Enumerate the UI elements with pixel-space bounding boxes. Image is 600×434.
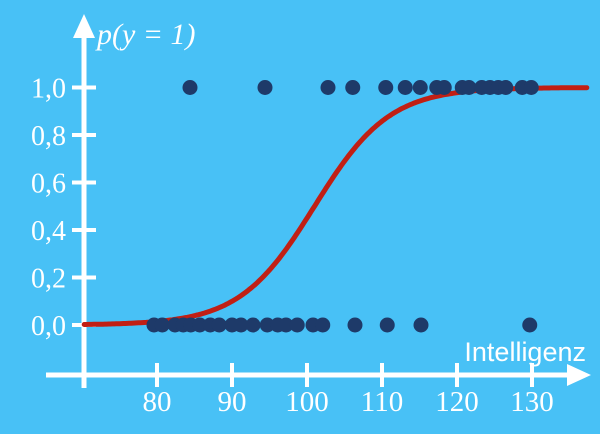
data-point — [412, 80, 428, 95]
data-point — [320, 80, 336, 95]
y-tick-label: 0,8 — [31, 121, 66, 152]
y-axis-title: p(y = 1) — [95, 18, 196, 51]
x-tick-label: 100 — [285, 386, 329, 418]
y-tick-label: 1,0 — [31, 74, 66, 105]
data-point — [192, 317, 208, 333]
data-point — [245, 317, 261, 333]
data-point — [289, 317, 305, 333]
y-tick-label: 0,6 — [31, 169, 66, 200]
data-point — [182, 80, 198, 95]
data-point — [378, 80, 394, 95]
data-point — [397, 80, 413, 95]
y-tick-label: 0,4 — [31, 216, 66, 247]
y-tick-label: 0,2 — [31, 264, 66, 295]
y-axis-arrow-icon — [73, 14, 95, 38]
y-axis-ticks: 0,0 0,2 0,4 0,6 0,8 1,0 — [31, 74, 96, 342]
x-tick-label: 110 — [361, 386, 403, 418]
x-axis-arrow-icon — [567, 364, 591, 386]
x-tick-label: 130 — [510, 386, 554, 418]
data-point — [278, 317, 294, 333]
x-axis-label: Intelligenz — [464, 337, 586, 367]
y-tick-label: 0,0 — [31, 311, 66, 342]
x-tick-label: 90 — [218, 386, 247, 418]
data-point — [233, 317, 249, 333]
data-point — [461, 80, 477, 95]
data-point — [498, 80, 514, 95]
data-point — [259, 317, 275, 333]
data-point — [347, 317, 363, 333]
data-point — [522, 317, 538, 333]
data-point — [523, 80, 539, 95]
data-points — [146, 80, 539, 333]
x-tick-label: 80 — [143, 386, 172, 418]
data-point — [345, 80, 361, 95]
data-point — [436, 80, 452, 95]
data-point — [379, 317, 395, 333]
data-point — [257, 80, 273, 95]
data-point — [315, 317, 331, 333]
data-point — [413, 317, 429, 333]
x-tick-label: 120 — [435, 386, 479, 418]
x-axis-ticks: 80 90 100 110 120 130 — [143, 363, 554, 418]
data-point — [211, 317, 227, 333]
data-point — [154, 317, 170, 333]
